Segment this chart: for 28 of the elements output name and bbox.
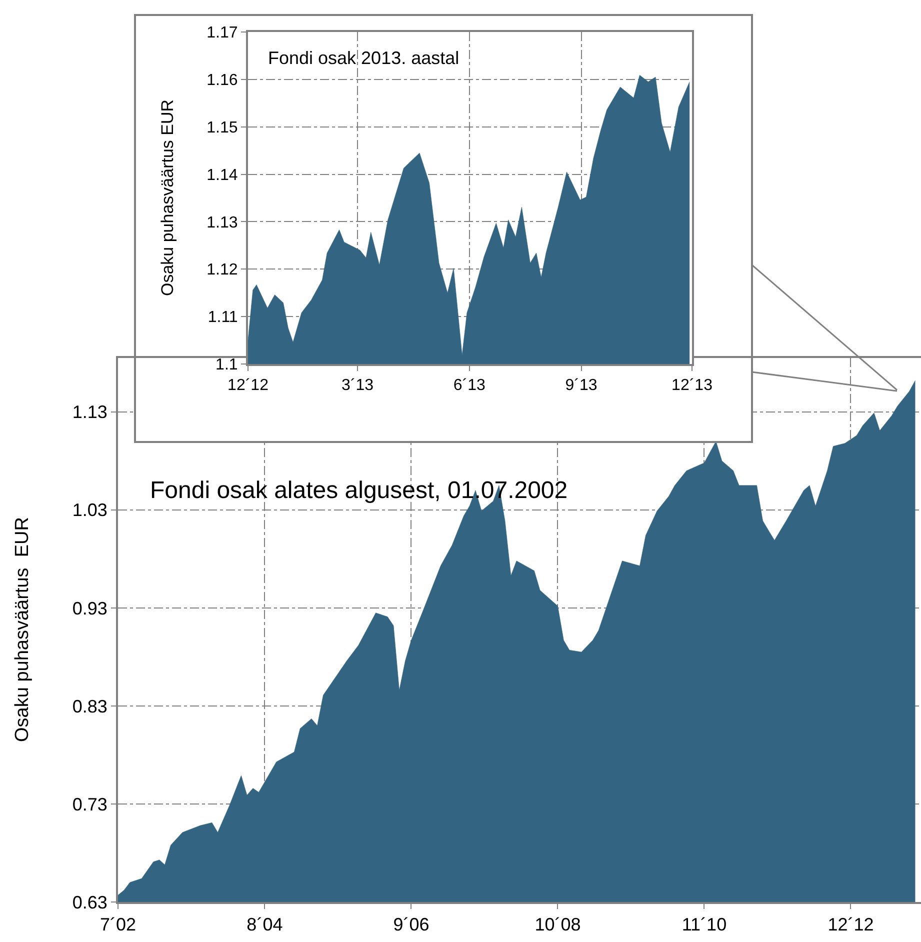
x-tick-label: 11´10: [682, 914, 727, 935]
x-tick-label: 8´04: [246, 914, 283, 935]
y-tick-label: 1.03: [72, 500, 108, 520]
y-tick-label: 1.13: [206, 214, 238, 232]
y-axis-title: Osaku puhasväärtus EUR: [12, 517, 33, 742]
y-tick-label: 0.83: [72, 696, 108, 716]
x-tick-label: 12´12: [828, 914, 874, 935]
y-tick-label: 1.14: [206, 166, 238, 184]
x-tick-label: 7´02: [100, 914, 136, 935]
x-tick-label: 3´13: [341, 377, 374, 394]
x-tick-label: 10´08: [534, 914, 581, 935]
y-tick-label: 1.17: [206, 24, 238, 42]
y-tick-label: 1.15: [206, 119, 238, 136]
y-tick-label: 0.73: [72, 794, 108, 814]
x-tick-label: 9´06: [393, 914, 430, 935]
y-tick-label: 0.63: [72, 892, 108, 912]
x-tick-label: 6´13: [453, 377, 486, 394]
y-tick-label: 1.12: [206, 262, 238, 279]
y-tick-label: 1.16: [206, 72, 238, 90]
y-tick-label: 1.1: [216, 356, 238, 374]
x-tick-label: 9´13: [565, 377, 598, 394]
y-tick-label: 1.11: [208, 309, 238, 326]
x-tick-label: 12´13: [672, 377, 713, 394]
y-axis-title: Osaku puhasväärtus EUR: [158, 99, 177, 296]
y-tick-label: 1.13: [72, 402, 108, 422]
x-tick-label: 12´12: [228, 377, 269, 394]
y-tick-label: 0.93: [72, 598, 108, 618]
text: Fondi osak 2013. aastal: [268, 48, 460, 68]
